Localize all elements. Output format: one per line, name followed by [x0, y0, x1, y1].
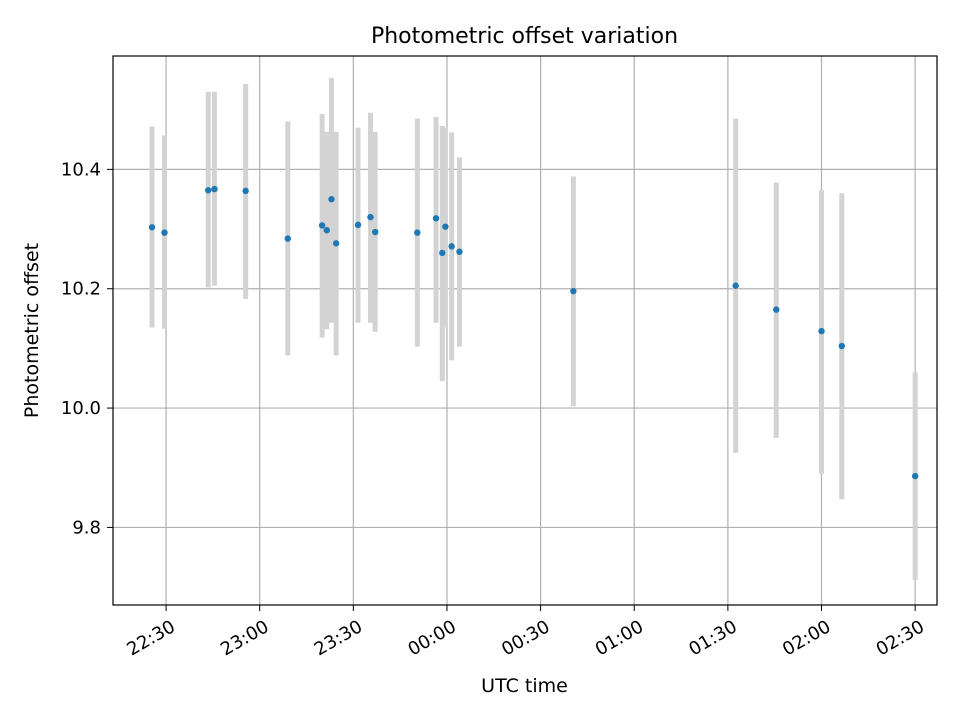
data-point: [318, 222, 326, 229]
error-bars: [149, 78, 918, 580]
x-tick-label: 22:30: [124, 616, 179, 660]
data-point: [732, 282, 739, 289]
x-axis-ticks: 22:30 23:00 23:30 00:00 00:30 01:00 01:30 02:00…: [124, 605, 928, 660]
plot-frame: [112, 55, 938, 606]
data-point: [456, 248, 463, 255]
data-point: [204, 187, 212, 194]
data-points: [148, 185, 919, 480]
data-point: [773, 306, 780, 313]
data-point: [332, 240, 340, 247]
data-point: [432, 215, 440, 222]
data-point: [148, 224, 156, 231]
x-tick-label: 00:30: [498, 616, 553, 660]
data-point: [211, 185, 218, 193]
data-point: [242, 187, 249, 195]
data-point: [328, 196, 335, 203]
x-tick-label: 02:30: [873, 616, 928, 660]
grid-lines: [113, 56, 937, 605]
data-point: [284, 235, 291, 242]
x-tick-label: 23:30: [311, 616, 366, 660]
x-tick-label: 01:00: [592, 616, 647, 660]
y-tick-label: 10.4: [61, 159, 101, 180]
data-point: [439, 249, 446, 257]
data-point: [354, 221, 362, 229]
data-point: [371, 228, 379, 236]
x-tick-label: 01:30: [685, 616, 740, 660]
data-point: [442, 223, 449, 230]
data-point: [911, 472, 919, 480]
x-tick-label: 23:00: [217, 616, 272, 660]
chart-title: Photometric offset variation: [371, 24, 678, 49]
y-tick-label: 10.0: [61, 398, 101, 419]
x-tick-label: 00:00: [404, 616, 459, 660]
data-point: [570, 287, 577, 295]
data-point: [323, 227, 331, 234]
x-axis-label: UTC time: [481, 675, 568, 697]
y-axis-ticks: 9.8 10.0 10.2 10.4: [61, 159, 113, 538]
y-tick-label: 9.8: [72, 517, 101, 538]
data-point: [838, 342, 846, 350]
y-axis-label: Photometric offset: [21, 243, 43, 418]
data-point: [367, 213, 374, 221]
x-tick-label: 02:00: [779, 616, 834, 660]
data-point: [448, 243, 455, 250]
data-point: [818, 327, 825, 335]
data-point: [414, 229, 421, 236]
data-point: [161, 229, 168, 236]
y-tick-label: 10.2: [61, 279, 101, 300]
